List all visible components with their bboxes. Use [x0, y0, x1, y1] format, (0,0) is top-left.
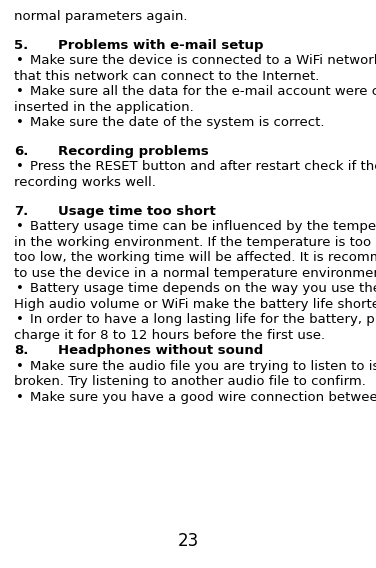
Text: •: •: [16, 220, 24, 233]
Text: Make sure you have a good wire connection between the: Make sure you have a good wire connectio…: [30, 391, 376, 403]
Text: recording works well.: recording works well.: [14, 176, 156, 189]
Text: that this network can connect to the Internet.: that this network can connect to the Int…: [14, 70, 319, 83]
Text: Battery usage time can be influenced by the temperatures: Battery usage time can be influenced by …: [30, 220, 376, 233]
Text: broken. Try listening to another audio file to confirm.: broken. Try listening to another audio f…: [14, 375, 366, 388]
Text: normal parameters again.: normal parameters again.: [14, 10, 188, 23]
Text: •: •: [16, 313, 24, 326]
Text: Recording problems: Recording problems: [58, 145, 209, 158]
Text: to use the device in a normal temperature environment.: to use the device in a normal temperatur…: [14, 266, 376, 279]
Text: Make sure the device is connected to a WiFi network and: Make sure the device is connected to a W…: [30, 54, 376, 67]
Text: Problems with e-mail setup: Problems with e-mail setup: [58, 39, 264, 52]
Text: •: •: [16, 282, 24, 295]
Text: 7.: 7.: [14, 204, 28, 218]
Text: 5.: 5.: [14, 39, 28, 52]
Text: charge it for 8 to 12 hours before the first use.: charge it for 8 to 12 hours before the f…: [14, 328, 325, 341]
Text: Press the RESET button and after restart check if the: Press the RESET button and after restart…: [30, 160, 376, 173]
Text: 6.: 6.: [14, 145, 28, 158]
Text: Make sure all the data for the e-mail account were correctly: Make sure all the data for the e-mail ac…: [30, 85, 376, 98]
Text: Make sure the audio file you are trying to listen to is not: Make sure the audio file you are trying …: [30, 360, 376, 373]
Text: 23: 23: [177, 532, 199, 550]
Text: •: •: [16, 160, 24, 173]
Text: in the working environment. If the temperature is too high or: in the working environment. If the tempe…: [14, 236, 376, 249]
Text: •: •: [16, 360, 24, 373]
Text: High audio volume or WiFi make the battery life shorter.: High audio volume or WiFi make the batte…: [14, 298, 376, 311]
Text: 8.: 8.: [14, 344, 28, 357]
Text: Headphones without sound: Headphones without sound: [58, 344, 263, 357]
Text: Battery usage time depends on the way you use the device.: Battery usage time depends on the way yo…: [30, 282, 376, 295]
Text: Usage time too short: Usage time too short: [58, 204, 216, 218]
Text: too low, the working time will be affected. It is recommended: too low, the working time will be affect…: [14, 251, 376, 264]
Text: Make sure the date of the system is correct.: Make sure the date of the system is corr…: [30, 116, 324, 129]
Text: •: •: [16, 116, 24, 129]
Text: •: •: [16, 85, 24, 98]
Text: In order to have a long lasting life for the battery, please: In order to have a long lasting life for…: [30, 313, 376, 326]
Text: •: •: [16, 391, 24, 403]
Text: inserted in the application.: inserted in the application.: [14, 101, 194, 114]
Text: •: •: [16, 54, 24, 67]
